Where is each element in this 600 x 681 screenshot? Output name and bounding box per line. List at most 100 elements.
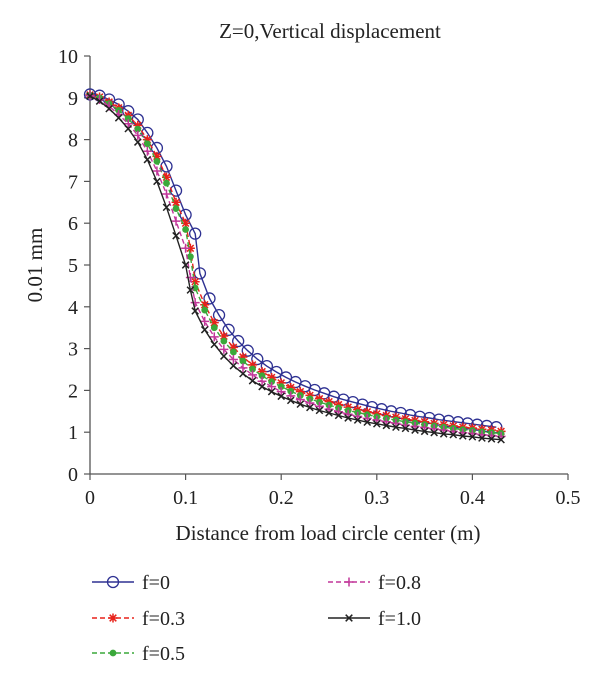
data-point	[260, 360, 274, 373]
data-point	[363, 418, 372, 426]
data-point	[439, 430, 448, 438]
data-point	[468, 432, 477, 441]
data-point	[210, 340, 219, 349]
data-point	[133, 120, 143, 130]
data-point	[401, 424, 410, 433]
data-point	[153, 157, 161, 165]
data-point	[209, 332, 219, 342]
data-point	[478, 434, 486, 442]
data-point	[267, 372, 277, 382]
data-point	[190, 298, 200, 308]
data-point	[258, 382, 266, 391]
data-point	[200, 300, 210, 310]
data-point	[169, 184, 183, 197]
legend-label: f=0	[142, 572, 170, 594]
data-point	[182, 226, 190, 233]
data-point	[325, 409, 333, 417]
data-point	[171, 216, 181, 226]
data-point	[86, 92, 94, 100]
y-tick-label: 2	[68, 380, 78, 402]
data-point	[142, 146, 152, 156]
x-tick-label: 0.2	[269, 487, 294, 509]
series-f=1.0	[86, 92, 505, 444]
data-point	[248, 360, 258, 370]
legend-label: f=0.8	[378, 572, 421, 594]
legend-marker	[109, 649, 117, 657]
data-point	[191, 307, 199, 315]
data-point	[229, 348, 237, 356]
x-tick-label: 0.4	[460, 487, 485, 509]
data-point	[162, 203, 171, 212]
data-point	[286, 382, 296, 392]
data-point	[257, 367, 267, 377]
y-tick-label: 4	[68, 297, 78, 319]
data-point	[248, 370, 258, 380]
legend-item: f=0	[92, 572, 170, 594]
data-point	[344, 414, 352, 422]
data-point	[220, 337, 228, 345]
data-point	[181, 218, 191, 228]
legend-marker	[108, 613, 118, 623]
data-point	[200, 325, 209, 334]
legend-marker	[344, 577, 354, 587]
data-point	[153, 177, 161, 186]
data-point	[276, 378, 286, 388]
legend-item: f=0.3	[92, 608, 185, 630]
data-point	[487, 435, 496, 443]
x-tick-label: 0.5	[556, 487, 581, 509]
legend-item: f=0.8	[328, 572, 421, 594]
data-point	[212, 309, 226, 322]
data-point	[219, 344, 229, 354]
data-point	[238, 352, 248, 362]
data-point	[239, 357, 247, 365]
x-axis-label: Distance from load circle center (m)	[176, 521, 481, 545]
data-point	[186, 286, 195, 294]
y-tick-label: 7	[68, 171, 78, 193]
data-point	[306, 403, 314, 412]
y-tick-label: 1	[68, 422, 78, 444]
data-point	[171, 197, 181, 207]
legend-label: f=1.0	[378, 608, 421, 630]
data-point	[123, 119, 133, 129]
data-point	[114, 114, 123, 122]
data-point	[372, 420, 381, 428]
y-tick-label: 0	[68, 464, 78, 486]
data-point	[239, 369, 247, 378]
data-point	[220, 352, 228, 360]
data-point	[181, 261, 190, 269]
series-f=0.5	[86, 91, 505, 437]
data-point	[267, 387, 276, 396]
data-point	[186, 253, 194, 261]
y-tick-label: 9	[68, 88, 78, 110]
data-point	[314, 401, 324, 411]
data-point	[497, 435, 505, 444]
data-point	[241, 344, 254, 357]
legend-label: f=0.3	[142, 608, 185, 630]
data-point	[189, 227, 202, 240]
legend-label: f=0.5	[142, 643, 185, 665]
data-point	[430, 428, 438, 437]
data-point	[161, 189, 171, 199]
data-point	[411, 426, 419, 434]
data-point	[172, 231, 180, 240]
data-point	[286, 391, 296, 401]
data-point	[190, 277, 200, 287]
data-point	[382, 421, 391, 430]
data-point	[143, 155, 152, 164]
data-point	[295, 387, 305, 397]
data-point	[209, 318, 219, 328]
data-point	[219, 331, 229, 341]
legend: f=0 f=0.3 f=0.5 f=0.8 f=1.0	[92, 572, 421, 665]
data-point	[152, 166, 162, 176]
data-point	[163, 179, 170, 187]
data-point	[133, 130, 143, 140]
data-point	[228, 354, 238, 364]
data-point	[277, 392, 286, 401]
data-point	[200, 316, 210, 326]
data-point	[161, 172, 171, 182]
data-point	[257, 376, 267, 386]
data-point	[346, 395, 360, 409]
y-tick-label: 10	[58, 46, 78, 68]
y-tick-label: 5	[68, 255, 78, 277]
